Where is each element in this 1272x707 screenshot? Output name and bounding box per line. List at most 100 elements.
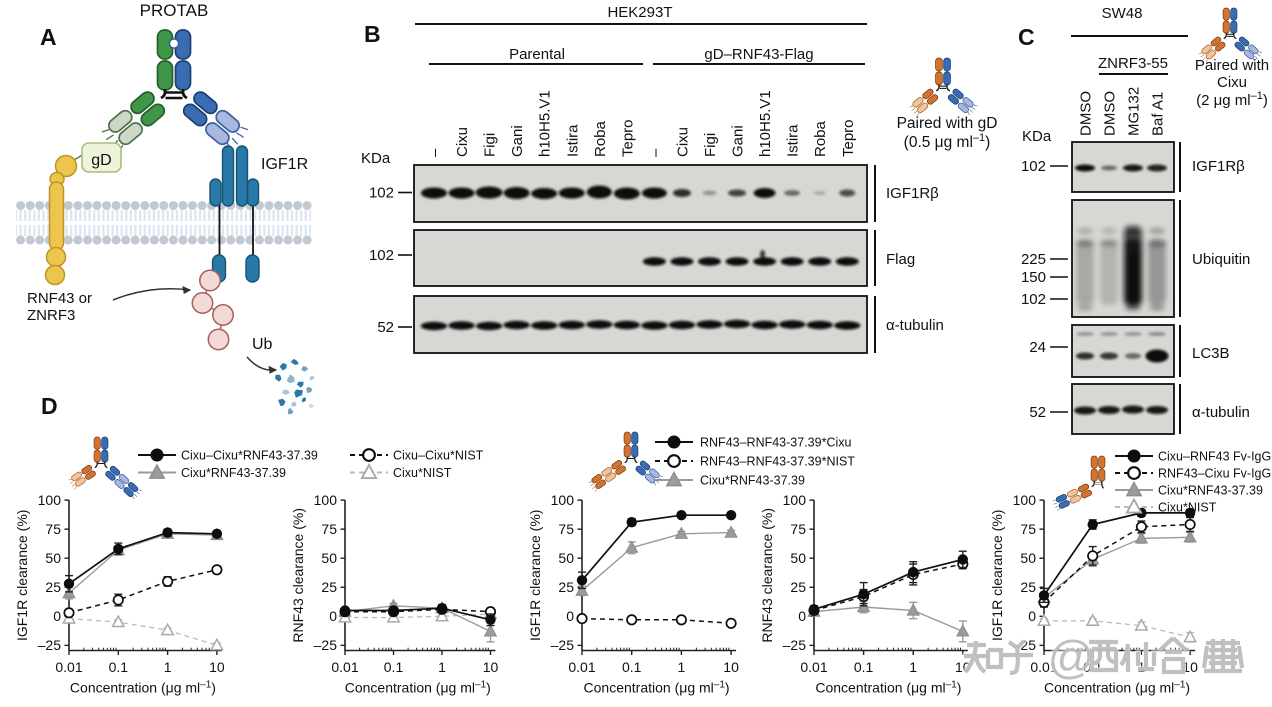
svg-text:25: 25 (1020, 579, 1036, 595)
svg-text:B: B (364, 21, 381, 47)
svg-text:10: 10 (483, 659, 499, 675)
svg-text:MG132: MG132 (1126, 87, 1143, 136)
svg-text:A: A (40, 24, 57, 50)
svg-text:100: 100 (1013, 492, 1037, 508)
svg-text:10: 10 (1182, 659, 1198, 675)
svg-text:IGF1R clearance (%): IGF1R clearance (%) (989, 510, 1005, 641)
svg-text:RNF43 or: RNF43 or (27, 290, 92, 307)
svg-text:1: 1 (164, 659, 172, 675)
svg-text:50: 50 (1020, 550, 1036, 566)
svg-text:Gani: Gani (730, 125, 747, 157)
svg-text:75: 75 (790, 521, 806, 537)
svg-text:h10H5.V1: h10H5.V1 (757, 90, 774, 157)
svg-text:SW48: SW48 (1102, 5, 1143, 22)
svg-text:RNF43–RNF43-37.39*Cixu: RNF43–RNF43-37.39*Cixu (700, 436, 852, 450)
svg-text:RNF43–RNF43-37.39*NIST: RNF43–RNF43-37.39*NIST (700, 455, 855, 469)
svg-text:25: 25 (790, 579, 806, 595)
svg-text:24: 24 (1029, 339, 1046, 356)
svg-text:Figi: Figi (482, 133, 499, 157)
svg-text:Baf A1: Baf A1 (1150, 92, 1167, 136)
svg-text:Cixu*RNF43-37.39: Cixu*RNF43-37.39 (181, 466, 286, 480)
svg-text:0.01: 0.01 (55, 659, 82, 675)
svg-text:ZNRF3: ZNRF3 (27, 307, 75, 324)
svg-text:–: – (647, 148, 664, 157)
svg-text:100: 100 (783, 492, 807, 508)
svg-text:Cixu: Cixu (674, 127, 691, 157)
svg-text:Gani: Gani (509, 125, 526, 157)
svg-text:Parental: Parental (509, 46, 565, 63)
svg-text:0.1: 0.1 (622, 659, 642, 675)
svg-text:0.01: 0.01 (800, 659, 827, 675)
svg-text:Roba: Roba (592, 120, 609, 157)
svg-text:Concentration (μg ml–1): Concentration (μg ml–1) (1044, 679, 1190, 696)
svg-text:gD: gD (91, 152, 111, 169)
svg-text:102: 102 (369, 185, 394, 202)
svg-text:100: 100 (551, 492, 575, 508)
svg-text:0: 0 (1028, 608, 1036, 624)
svg-text:Concentration (μg ml–1): Concentration (μg ml–1) (70, 679, 216, 696)
svg-text:25: 25 (45, 579, 61, 595)
svg-text:Ubiquitin: Ubiquitin (1192, 251, 1250, 268)
svg-text:25: 25 (558, 579, 574, 595)
svg-text:Figi: Figi (702, 133, 719, 157)
svg-text:LC3B: LC3B (1192, 345, 1230, 362)
svg-text:Cixu*NIST: Cixu*NIST (393, 466, 452, 480)
svg-text:Concentration (μg ml–1): Concentration (μg ml–1) (584, 679, 730, 696)
svg-text:50: 50 (558, 550, 574, 566)
svg-text:150: 150 (1021, 269, 1046, 286)
svg-text:Istira: Istira (564, 124, 581, 157)
svg-text:0.1: 0.1 (109, 659, 129, 675)
svg-text:Roba: Roba (812, 120, 829, 157)
svg-text:0.1: 0.1 (384, 659, 404, 675)
svg-text:IGF1R clearance (%): IGF1R clearance (%) (527, 510, 543, 641)
svg-text:75: 75 (558, 521, 574, 537)
svg-text:Istira: Istira (785, 124, 802, 157)
svg-text:Paired with gD: Paired with gD (897, 115, 998, 132)
svg-text:0: 0 (53, 608, 61, 624)
svg-text:PROTAB: PROTAB (140, 1, 209, 20)
svg-text:102: 102 (1021, 158, 1046, 175)
svg-text:50: 50 (790, 550, 806, 566)
svg-text:10: 10 (209, 659, 225, 675)
svg-text:DMSO: DMSO (1078, 91, 1095, 136)
svg-text:D: D (41, 393, 58, 419)
svg-text:ZNRF3-55: ZNRF3-55 (1098, 55, 1168, 72)
svg-text:KDa: KDa (1022, 128, 1052, 145)
svg-text:C: C (1018, 24, 1035, 50)
svg-text:Cixu: Cixu (1217, 74, 1247, 91)
svg-text:Cixu*RNF43-37.39: Cixu*RNF43-37.39 (700, 474, 805, 488)
svg-text:Concentration (μg ml–1): Concentration (μg ml–1) (815, 679, 961, 696)
svg-text:52: 52 (1029, 404, 1046, 421)
svg-text:(0.5 μg ml–1): (0.5 μg ml–1) (904, 132, 991, 151)
svg-text:50: 50 (45, 550, 61, 566)
svg-text:0.01: 0.01 (1030, 659, 1057, 675)
svg-text:Cixu–RNF43 Fv-IgG: Cixu–RNF43 Fv-IgG (1158, 450, 1271, 464)
svg-text:100: 100 (314, 492, 338, 508)
svg-text:IGF1R: IGF1R (261, 156, 308, 173)
svg-text:Cixu*NIST: Cixu*NIST (1158, 501, 1217, 515)
svg-text:α-tubulin: α-tubulin (1192, 404, 1250, 421)
svg-text:DMSO: DMSO (1102, 91, 1119, 136)
svg-text:75: 75 (321, 521, 337, 537)
svg-text:1: 1 (678, 659, 686, 675)
svg-text:75: 75 (1020, 521, 1036, 537)
svg-text:–: – (427, 148, 444, 157)
svg-text:Paired with: Paired with (1195, 57, 1269, 74)
svg-text:IGF1Rβ: IGF1Rβ (1192, 158, 1245, 175)
svg-text:0.01: 0.01 (331, 659, 358, 675)
svg-text:IGF1Rβ: IGF1Rβ (886, 185, 939, 202)
svg-text:0.1: 0.1 (854, 659, 874, 675)
svg-text:0.01: 0.01 (568, 659, 595, 675)
svg-text:102: 102 (1021, 291, 1046, 308)
svg-text:Cixu–Cixu*RNF43-37.39: Cixu–Cixu*RNF43-37.39 (181, 449, 318, 463)
svg-text:75: 75 (45, 521, 61, 537)
svg-text:0: 0 (329, 608, 337, 624)
svg-text:HEK293T: HEK293T (607, 4, 672, 21)
svg-text:Tepro: Tepro (619, 119, 636, 157)
svg-text:α-tubulin: α-tubulin (886, 317, 944, 334)
svg-text:10: 10 (723, 659, 739, 675)
svg-text:h10H5.V1: h10H5.V1 (537, 90, 554, 157)
svg-text:RNF43 clearance (%): RNF43 clearance (%) (759, 508, 775, 643)
svg-text:Flag: Flag (886, 251, 915, 268)
svg-text:52: 52 (377, 319, 394, 336)
